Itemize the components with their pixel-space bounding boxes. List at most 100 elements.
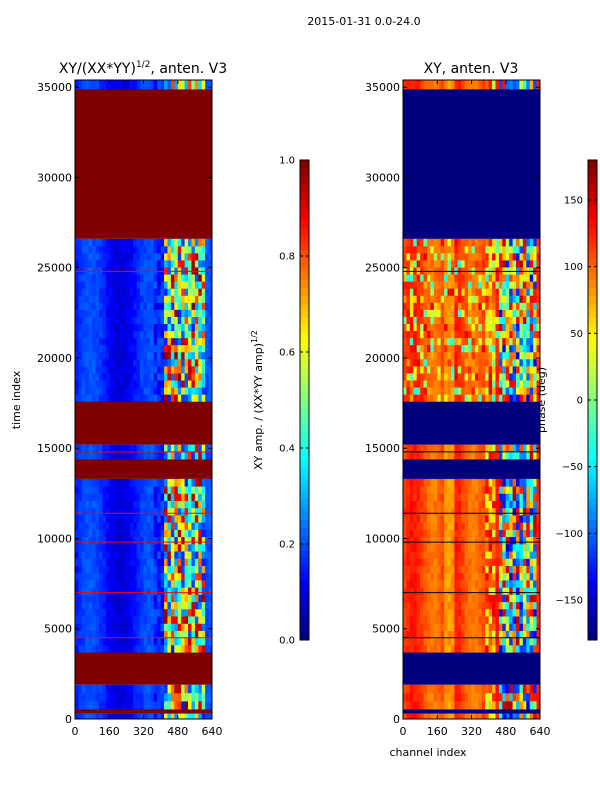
phase-heatmap-cell [430, 295, 434, 302]
amplitude-heatmap-cell [120, 387, 124, 394]
phase-heatmap-cell [444, 544, 448, 552]
phase-heatmap-cell [506, 239, 510, 246]
amplitude-heatmap-cell [150, 645, 154, 653]
phase-heatmap-cell [410, 394, 414, 401]
amplitude-heatmap-cell [116, 638, 120, 646]
amplitude-heatmap-cell [195, 566, 199, 574]
amplitude-y-tick-label: 25000 [37, 262, 72, 275]
phase-heatmap-cell [410, 345, 414, 352]
amplitude-heatmap-cell [133, 345, 137, 352]
amplitude-heatmap-cell [102, 331, 106, 338]
phase-heatmap-cell [413, 394, 417, 401]
amplitude-heatmap-cell [154, 616, 158, 624]
amplitude-heatmap-cell [96, 551, 100, 559]
amplitude-heatmap-cell [171, 537, 175, 545]
amplitude-heatmap-cell [161, 281, 165, 288]
phase-heatmap-cell [475, 281, 479, 288]
amplitude-heatmap-cell [157, 352, 161, 359]
amplitude-heatmap-cell [92, 359, 96, 366]
amplitude-heatmap-cell [174, 274, 178, 281]
amplitude-heatmap-cell [102, 317, 106, 324]
amplitude-heatmap-cell [130, 537, 134, 545]
phase-heatmap-cell [424, 544, 428, 552]
phase-heatmap-cell [454, 544, 458, 552]
amplitude-heatmap-cell [195, 246, 199, 253]
amplitude-heatmap-cell [198, 331, 202, 338]
phase-heatmap-cell [451, 359, 455, 366]
phase-colorbar-swatch [588, 543, 597, 551]
amplitude-heatmap-cell [171, 522, 175, 530]
amplitude-heatmap-cell [181, 631, 185, 639]
amplitude-heatmap-cell [78, 80, 82, 89]
phase-heatmap-cell [502, 558, 506, 566]
amplitude-heatmap-cell [198, 317, 202, 324]
amplitude-heatmap-cell [116, 566, 120, 574]
amplitude-heatmap-cell [82, 267, 86, 274]
phase-heatmap-cell [489, 345, 493, 352]
amplitude-heatmap-cell [126, 685, 130, 694]
phase-heatmap-cell [410, 239, 414, 246]
amplitude-heatmap-cell [75, 486, 79, 494]
amplitude-heatmap-cell [92, 352, 96, 359]
phase-heatmap-cell [451, 387, 455, 394]
phase-heatmap-cell [458, 80, 462, 89]
amplitude-heatmap-cell [85, 246, 89, 253]
amplitude-heatmap-cell [130, 309, 134, 316]
phase-heatmap-cell [506, 645, 510, 653]
amplitude-heatmap-cell [161, 544, 165, 552]
phase-heatmap-cell [427, 302, 431, 309]
phase-heatmap-cell [441, 338, 445, 345]
phase-heatmap-cell [434, 693, 438, 702]
amplitude-heatmap-cell [140, 317, 144, 324]
amplitude-heatmap-cell [188, 260, 192, 267]
amplitude-heatmap-cell [185, 295, 189, 302]
phase-heatmap-cell [434, 522, 438, 530]
amplitude-heatmap-cell [195, 508, 199, 516]
amplitude-heatmap-cell [161, 508, 165, 516]
phase-heatmap-cell [489, 260, 493, 267]
amplitude-heatmap-cell [140, 380, 144, 387]
phase-colorbar-swatch [588, 273, 597, 281]
amplitude-heatmap-cell [106, 281, 110, 288]
phase-heatmap-cell [523, 580, 527, 588]
phase-heatmap-cell [417, 529, 421, 537]
amplitude-heatmap-cell [191, 693, 195, 702]
phase-heatmap-cell [475, 394, 479, 401]
phase-heatmap-cell [444, 685, 448, 694]
amplitude-colorbar-swatch [300, 573, 309, 581]
amplitude-heatmap-cell [123, 295, 127, 302]
amplitude-heatmap-cell [82, 515, 86, 523]
amplitude-heatmap-cell [126, 380, 130, 387]
amplitude-heatmap-cell [174, 645, 178, 653]
amplitude-heatmap-cell [140, 522, 144, 530]
amplitude-heatmap-cell [92, 486, 96, 494]
phase-heatmap-cell [410, 253, 414, 260]
amplitude-colorbar-swatch [300, 618, 309, 626]
amplitude-heatmap-cell [113, 537, 117, 545]
phase-heatmap-cell [468, 551, 472, 559]
amplitude-heatmap-cell [106, 609, 110, 617]
phase-heatmap-cell [468, 309, 472, 316]
amplitude-heatmap-cell [113, 352, 117, 359]
amplitude-heatmap-cell [178, 445, 182, 453]
phase-heatmap-cell [516, 373, 520, 380]
amplitude-heatmap-cell [102, 515, 106, 523]
amplitude-heatmap-cell [171, 338, 175, 345]
amplitude-heatmap-cell [164, 239, 168, 246]
phase-heatmap-cell [424, 445, 428, 453]
phase-heatmap-cell [530, 580, 534, 588]
amplitude-heatmap-cell [89, 631, 93, 639]
phase-heatmap-cell [406, 253, 410, 260]
amplitude-heatmap-cell [181, 479, 185, 487]
phase-heatmap-cell [413, 486, 417, 494]
phase-heatmap-cell [475, 80, 479, 89]
phase-heatmap-cell [437, 693, 441, 702]
phase-heatmap-cell [502, 452, 506, 460]
amplitude-heatmap-cell [75, 345, 79, 352]
phase-heatmap-cell [413, 338, 417, 345]
amplitude-heatmap-cell [147, 551, 151, 559]
phase-heatmap-cell [506, 246, 510, 253]
amplitude-heatmap-cell [89, 486, 93, 494]
amplitude-heatmap-cell [178, 387, 182, 394]
amplitude-heatmap-cell [185, 602, 189, 610]
